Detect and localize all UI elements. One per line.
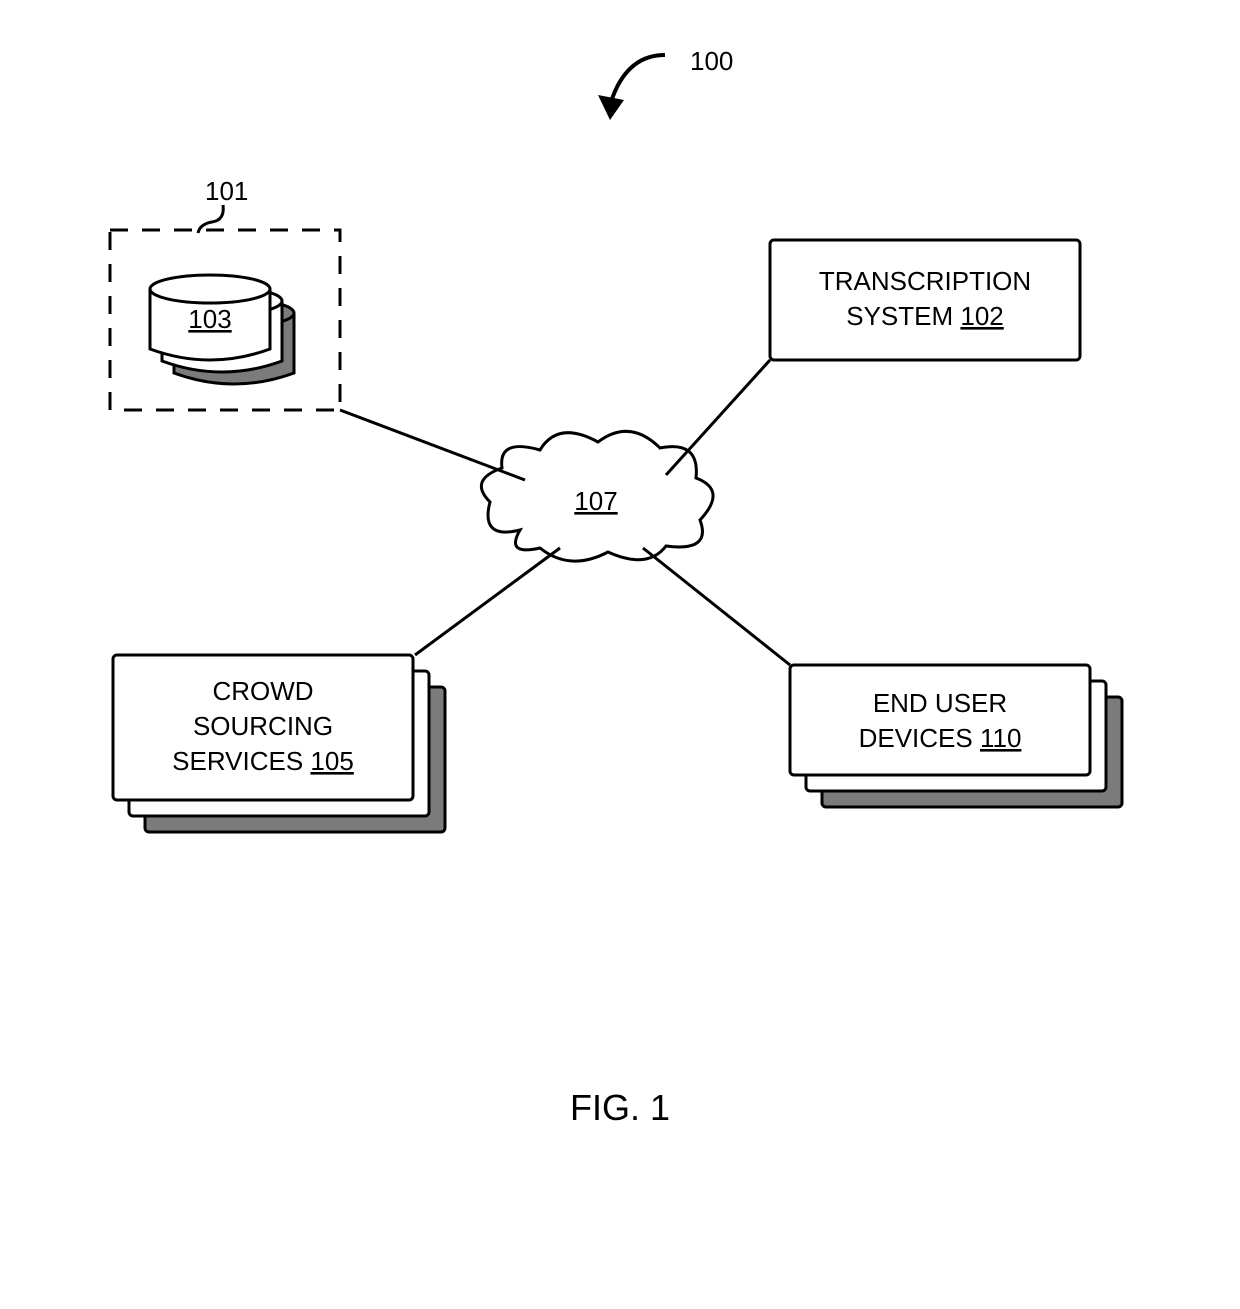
enduser-line2: DEVICES 110	[859, 723, 1022, 753]
edge	[415, 548, 560, 655]
transcription-box: TRANSCRIPTION SYSTEM 102	[770, 240, 1080, 360]
label-103: 103	[188, 304, 231, 334]
database-group: 103	[110, 230, 340, 410]
figure-caption: FIG. 1	[570, 1087, 670, 1128]
transcription-line2: SYSTEM 102	[846, 301, 1004, 331]
diagram-canvas: 100 101 103	[0, 0, 1240, 1309]
crowd-line2: SOURCING	[193, 711, 333, 741]
edge	[643, 548, 790, 665]
db-stack: 103	[150, 275, 294, 384]
arrow-100: 100	[598, 46, 733, 120]
crowd-line1: CROWD	[212, 676, 313, 706]
cloud-107: 107	[481, 431, 713, 561]
label-101: 101	[205, 176, 248, 206]
crowd-box: CROWD SOURCING SERVICES 105	[113, 655, 445, 832]
label-100: 100	[690, 46, 733, 76]
callout-101: 101	[198, 176, 248, 233]
transcription-line1: TRANSCRIPTION	[819, 266, 1031, 296]
enduser-box: END USER DEVICES 110	[790, 665, 1122, 807]
edge	[340, 410, 525, 480]
enduser-line1: END USER	[873, 688, 1007, 718]
label-107: 107	[574, 486, 617, 516]
crowd-line3: SERVICES 105	[172, 746, 354, 776]
edge	[666, 360, 770, 475]
